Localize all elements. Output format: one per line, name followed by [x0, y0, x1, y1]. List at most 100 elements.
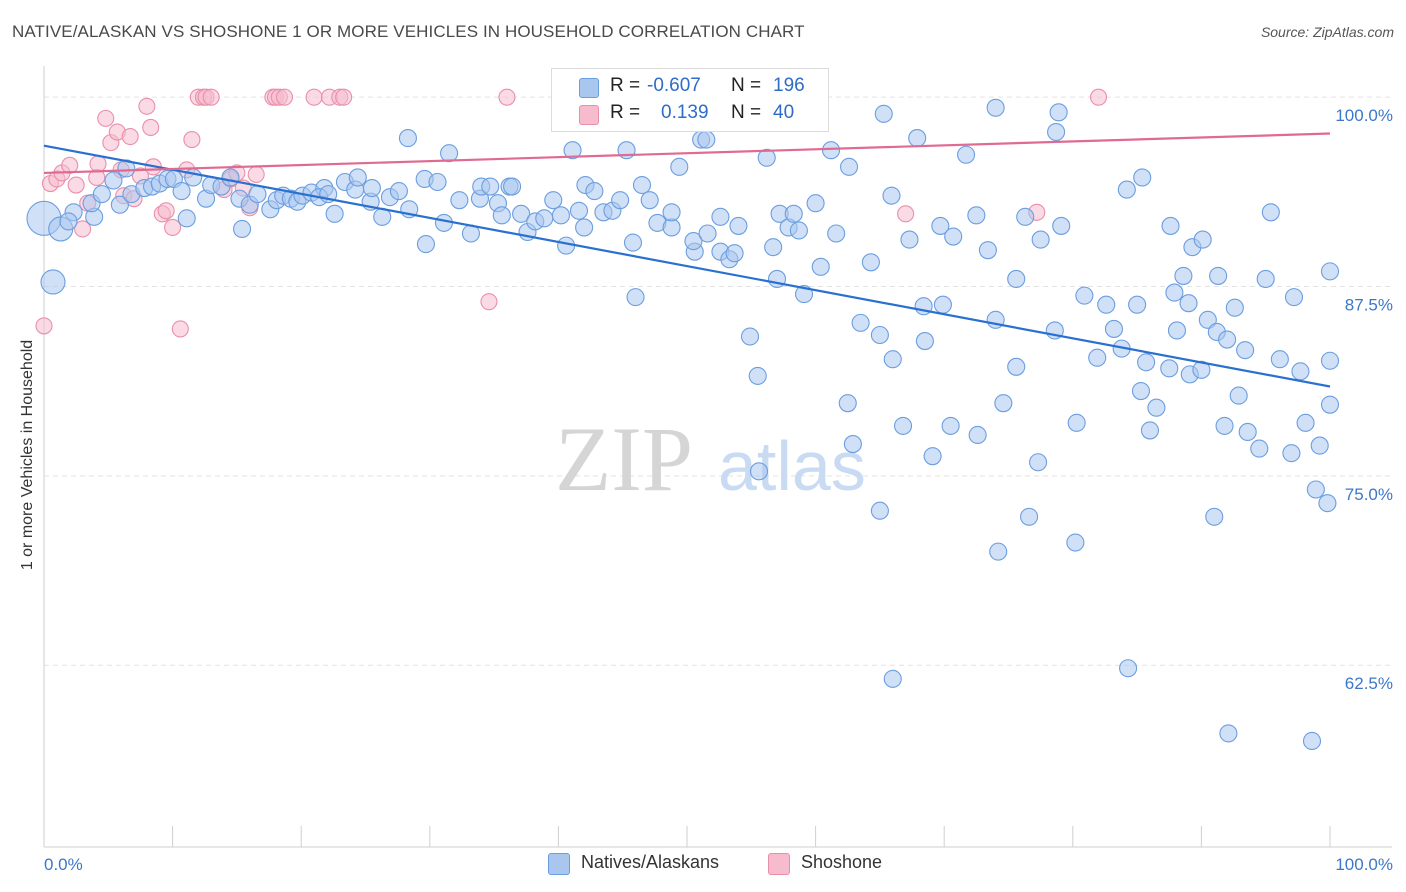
shoshone-point [61, 156, 79, 174]
natives-point [861, 253, 880, 272]
natives-point [1131, 381, 1151, 401]
shoshone-point [164, 218, 182, 236]
natives-point [1117, 180, 1136, 199]
axes [43, 66, 1392, 848]
natives-point [640, 191, 659, 210]
natives-point [1049, 103, 1068, 122]
natives-point [1256, 269, 1275, 289]
natives-point [623, 233, 643, 252]
natives-point [757, 148, 776, 167]
natives-point [428, 172, 447, 192]
natives-point [1205, 507, 1224, 526]
natives-point [1193, 230, 1212, 249]
natives-point [1270, 350, 1289, 369]
natives-point [1310, 436, 1329, 455]
shoshone-trend-line [43, 132, 1331, 175]
natives-point [740, 327, 760, 346]
natives-point [440, 144, 459, 163]
natives-point [626, 288, 645, 307]
natives-point [1029, 453, 1048, 472]
natives-point [1097, 295, 1116, 314]
natives-point [92, 185, 111, 204]
natives-point [1225, 298, 1244, 317]
natives-point [883, 350, 902, 369]
shoshone-point [138, 97, 156, 115]
natives-point [957, 145, 976, 164]
natives-point [1250, 439, 1269, 458]
natives-point [348, 168, 367, 187]
r-label: R = [610, 75, 641, 96]
natives-point [632, 175, 652, 195]
natives-point [827, 224, 846, 243]
watermark: ZIP atlas [555, 408, 866, 510]
natives-point [748, 366, 767, 385]
natives-point [40, 269, 66, 295]
natives-point [933, 295, 952, 314]
natives-point [839, 157, 859, 176]
natives-point [994, 394, 1013, 413]
series-legend: Natives/Alaskans Shoshone [0, 852, 1406, 878]
natives-point [1320, 262, 1340, 281]
blue-swatch-icon [548, 853, 570, 875]
natives-point [1007, 269, 1026, 289]
natives-point [838, 394, 857, 413]
natives-point [874, 104, 893, 123]
natives-point [1282, 444, 1301, 463]
natives-point [110, 195, 129, 214]
natives-point [1140, 421, 1160, 440]
natives-point [883, 669, 902, 688]
y-tick-label: 100.0% [1335, 106, 1393, 125]
natives-point [1147, 398, 1166, 417]
natives-point [821, 141, 841, 160]
shoshone-point [305, 88, 323, 106]
natives-point [923, 447, 942, 466]
natives-point [1215, 416, 1234, 435]
natives-point [882, 186, 901, 205]
shoshone-point [1089, 88, 1108, 106]
y-tick-label: 87.5% [1345, 296, 1393, 315]
natives-point [1284, 288, 1304, 307]
watermark-atlas: atlas [718, 427, 866, 505]
natives-point [585, 182, 604, 201]
natives-point [1165, 283, 1184, 302]
natives-point [698, 224, 717, 243]
natives-point [59, 212, 78, 231]
natives-point [908, 129, 927, 148]
natives-points [26, 98, 1340, 751]
shoshone-point [171, 320, 189, 338]
shoshone-point [275, 88, 294, 106]
n-label: N = [731, 75, 762, 96]
natives-point [662, 203, 681, 222]
natives-point [569, 201, 589, 220]
natives-point [1119, 659, 1138, 678]
blue-swatch-icon [579, 78, 599, 98]
natives-point [1261, 203, 1280, 222]
r-value: 0.139 [661, 102, 709, 123]
natives-point [611, 191, 630, 210]
natives-point [843, 435, 862, 454]
source-label: Source: ZipAtlas.com [1260, 24, 1394, 40]
watermark-zip: ZIP [555, 408, 693, 510]
natives-point [1320, 395, 1340, 414]
correlation-legend: R = -0.607 N = 196 R = 0.139 N = 40 [551, 68, 829, 132]
shoshone-point [897, 205, 915, 223]
natives-point [900, 230, 919, 249]
natives-point [1238, 422, 1257, 441]
natives-point [248, 185, 267, 204]
natives-point [1296, 413, 1315, 432]
natives-point [1133, 168, 1152, 187]
natives-point [503, 177, 522, 196]
natives-point [362, 179, 381, 198]
natives-point [789, 221, 808, 240]
natives-point [1179, 294, 1198, 313]
natives-point [986, 98, 1005, 117]
natives-point [434, 213, 453, 232]
y-tick-label: 75.0% [1345, 485, 1393, 504]
natives-point [1219, 724, 1238, 743]
natives-point [1167, 321, 1187, 340]
natives-point [1075, 286, 1094, 305]
natives-point [1066, 533, 1085, 552]
n-value: 196 [773, 75, 805, 96]
natives-point [1320, 351, 1340, 370]
r-label: R = [610, 102, 641, 123]
